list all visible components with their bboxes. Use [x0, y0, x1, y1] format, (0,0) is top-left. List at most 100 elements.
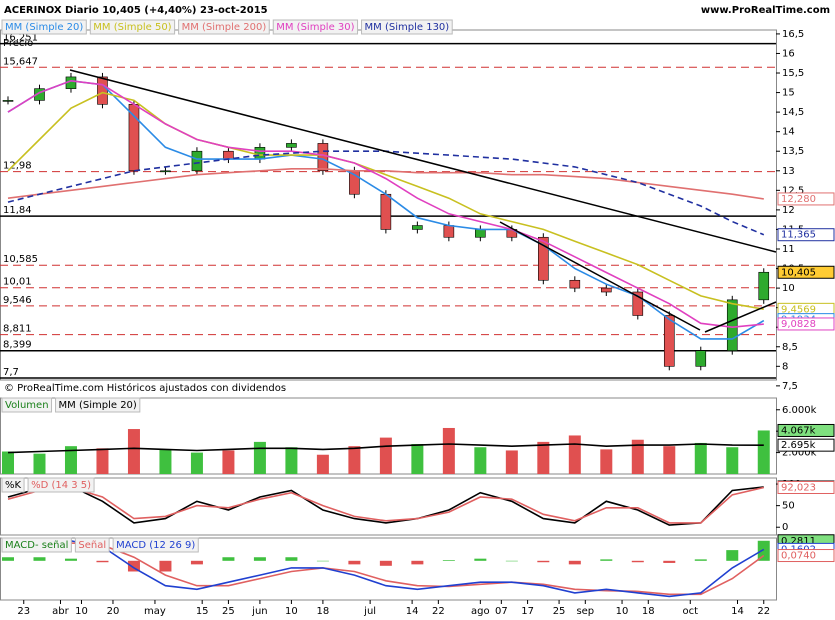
value-tag — [777, 549, 835, 563]
x-tick-label: oct — [683, 606, 699, 617]
candle — [663, 315, 675, 367]
bar — [222, 450, 235, 474]
candle — [758, 271, 770, 301]
legend-label: Volumen — [5, 400, 49, 411]
x-tick-label: 22 — [757, 606, 770, 617]
y-tick-label: 16 — [782, 48, 795, 59]
bar — [537, 560, 550, 563]
legend-box — [74, 537, 110, 553]
legend-box — [1, 537, 72, 553]
legend-label: MM (Simple 20) — [5, 22, 83, 33]
level-label: 7,7 — [3, 367, 19, 378]
legend-label: MM (Simple 50) — [93, 22, 171, 33]
candle — [223, 150, 234, 160]
y-tick-label: 15,5 — [782, 68, 804, 79]
value-tag — [777, 228, 835, 242]
candle — [569, 279, 581, 289]
legend-label: Precio — [3, 38, 33, 49]
candle — [2, 100, 14, 102]
y-tick-label: 8,5 — [782, 342, 798, 353]
candle — [97, 76, 108, 105]
candle — [380, 193, 392, 230]
bar — [757, 540, 770, 561]
bar — [663, 560, 676, 563]
candle — [475, 229, 486, 238]
candle — [317, 143, 329, 172]
candle — [191, 150, 203, 172]
trend-lines — [69, 69, 777, 333]
bar — [2, 451, 14, 474]
x-tick-label: 25 — [553, 606, 566, 617]
bar — [726, 447, 739, 474]
legend-box — [112, 537, 199, 553]
bar — [222, 557, 235, 561]
y-tick-label: 7,5 — [782, 381, 798, 392]
value-tag — [777, 480, 835, 494]
bar — [568, 560, 581, 565]
x-tick-label: jun — [251, 606, 267, 617]
legend-label: MM (Simple 20) — [59, 400, 137, 411]
value-tag-label: 2.695k — [781, 440, 816, 451]
bar — [631, 560, 644, 563]
candle — [443, 225, 455, 238]
level-label: 11,84 — [3, 205, 32, 216]
series-line — [7, 485, 764, 526]
bar — [694, 559, 707, 561]
y-tick-label: 8 — [782, 361, 788, 372]
bar — [379, 437, 392, 474]
bar — [600, 449, 613, 474]
candle — [160, 170, 171, 173]
level-label: 12,98 — [3, 161, 32, 172]
bar — [33, 557, 46, 561]
x-tick-label: jul — [363, 606, 376, 617]
bar — [568, 435, 581, 474]
y-tick-label: 6.000k — [782, 405, 817, 416]
value-tag — [777, 438, 835, 452]
bar — [316, 454, 329, 474]
legend-box — [361, 19, 453, 35]
chart-title: ACERINOX Diario 10,405 (+4,40%) 23-oct-2… — [4, 5, 268, 16]
candle — [286, 143, 297, 148]
x-tick-label: 10 — [616, 606, 629, 617]
bar — [600, 559, 613, 561]
x-tick-label: 23 — [17, 606, 30, 617]
bar — [505, 450, 518, 474]
bar — [285, 557, 298, 561]
legend-box — [27, 477, 95, 493]
legend-label: MM (Simple 30) — [276, 22, 354, 33]
level-label: 16,251 — [3, 33, 38, 44]
candle — [412, 225, 423, 230]
y-tick-label: 15 — [782, 88, 795, 99]
level-label: 9,546 — [3, 295, 32, 306]
candle — [601, 287, 612, 293]
y-tick-label: 12 — [782, 205, 795, 216]
value-tag — [777, 317, 835, 331]
bar — [190, 452, 203, 474]
bar — [348, 560, 361, 565]
y-tick-label: 12,5 — [782, 185, 804, 196]
source: www.ProRealTime.com — [701, 5, 830, 16]
legend-box — [89, 19, 176, 35]
value-tag — [777, 192, 835, 206]
y-tick-label: 14,5 — [782, 107, 804, 118]
value-tag — [777, 423, 835, 437]
bar — [411, 444, 424, 474]
x-tick-label: 10 — [285, 606, 298, 617]
series-line — [7, 79, 764, 329]
bar — [127, 560, 140, 572]
x-tick-label: sep — [576, 606, 594, 617]
value-tag-label: 0,2811 — [781, 536, 816, 547]
bar — [348, 446, 361, 474]
y-tick-label: 14 — [782, 127, 795, 138]
candle — [726, 299, 738, 351]
y-tick-label: 50 — [782, 501, 795, 512]
value-tag-label: 11,365 — [781, 230, 816, 241]
x-tick-label: 15 — [196, 606, 209, 617]
value-tag — [777, 265, 835, 279]
series-line — [7, 91, 764, 310]
legend-label: MACD (12 26 9) — [116, 540, 195, 551]
legend-label: Señal — [78, 540, 106, 551]
value-tag-label: 9,4569 — [781, 304, 816, 315]
bar — [253, 441, 266, 474]
value-tag-label: 0,0740 — [781, 551, 816, 562]
